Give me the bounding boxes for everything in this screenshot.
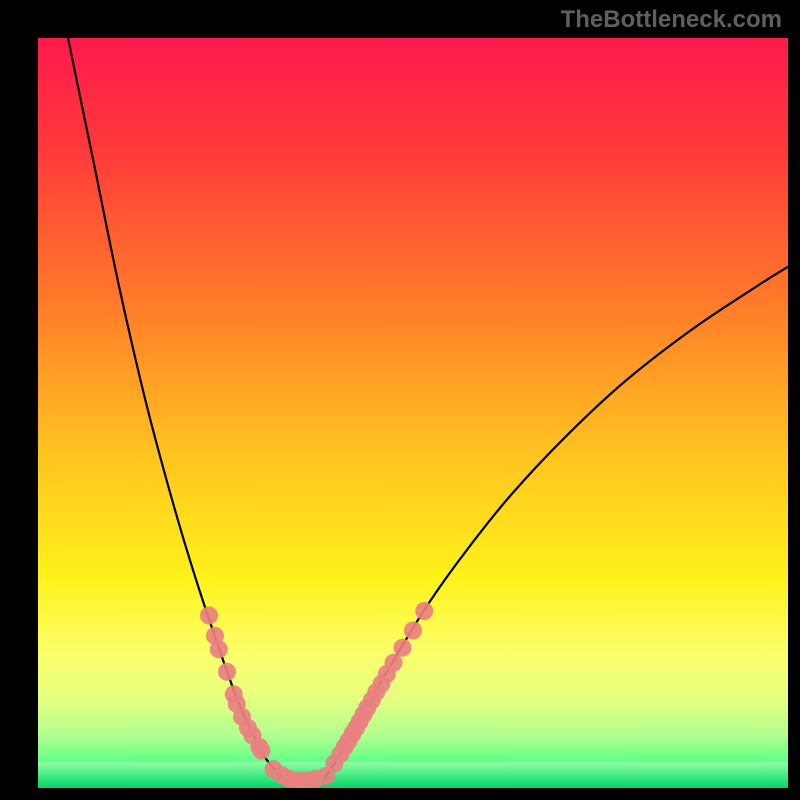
sample-marker: [415, 602, 433, 620]
sample-marker: [253, 742, 271, 760]
sample-marker: [210, 640, 228, 658]
sample-marker: [404, 622, 422, 640]
sample-marker: [394, 639, 412, 657]
bottleneck-curve-right: [323, 267, 788, 781]
watermark-text: TheBottleneck.com: [561, 6, 782, 34]
sample-marker: [200, 607, 218, 625]
sample-marker: [307, 770, 325, 788]
sample-marker: [218, 663, 236, 681]
sample-markers-right: [317, 602, 433, 785]
sample-markers-left: [200, 607, 271, 760]
sample-marker: [385, 654, 403, 672]
sample-markers-flat: [265, 760, 325, 788]
plot-area: [38, 38, 788, 788]
bottleneck-curve-left: [68, 38, 286, 781]
curves-overlay: [38, 38, 788, 788]
